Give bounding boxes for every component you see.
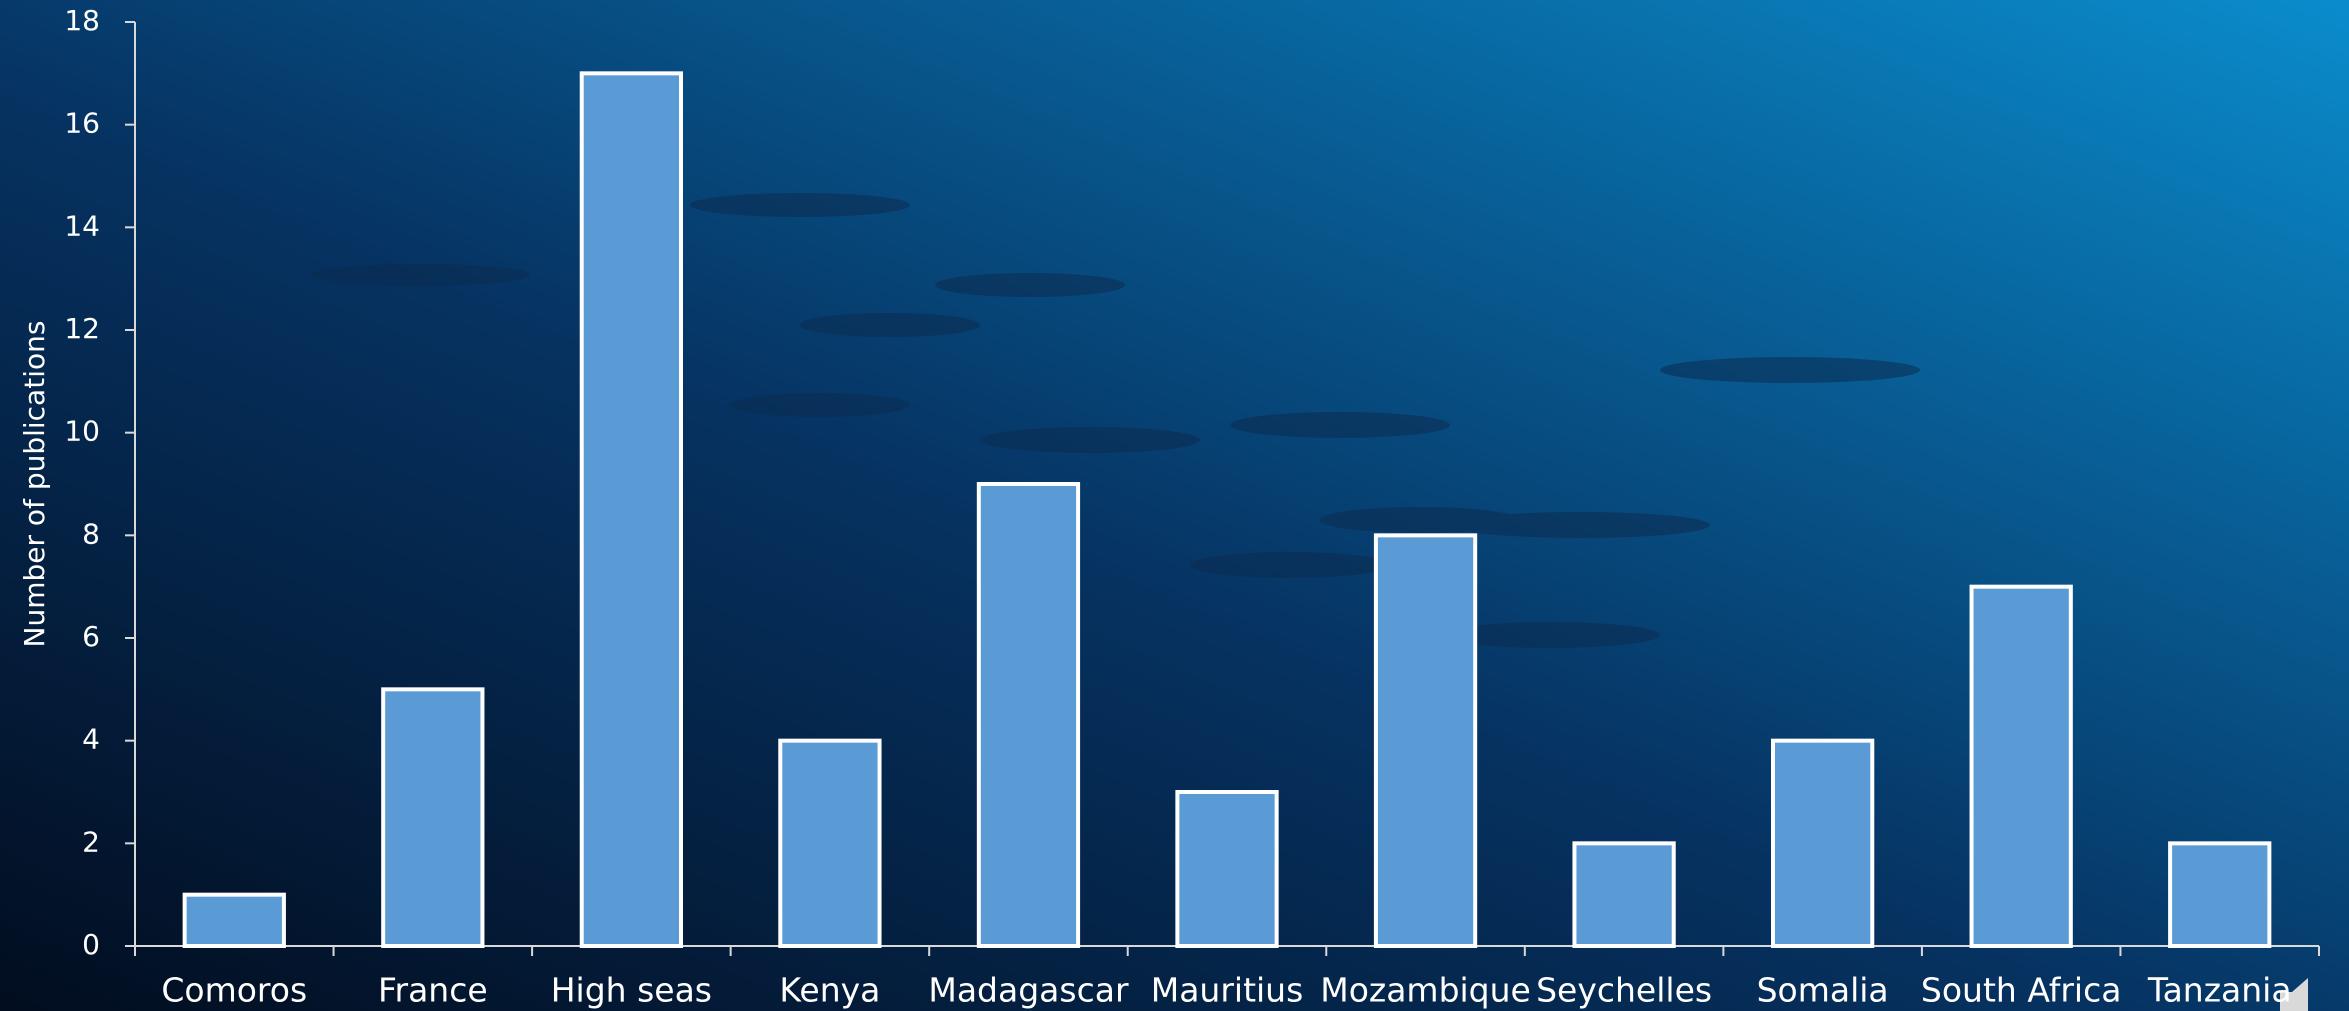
y-tick-label: 2 xyxy=(82,825,100,858)
bar xyxy=(579,71,684,949)
x-tick-label: South Africa xyxy=(1921,971,2122,1010)
bar xyxy=(1771,738,1875,949)
x-tick-label: France xyxy=(378,971,488,1010)
y-axis-label: Number of publications xyxy=(18,321,51,648)
bar xyxy=(976,482,1081,948)
y-tick-label: 10 xyxy=(64,415,100,448)
x-tick-label: Mozambique xyxy=(1320,971,1531,1010)
bar xyxy=(182,892,286,949)
x-tick-label: Somalia xyxy=(1757,971,1889,1010)
bar xyxy=(381,687,485,948)
y-tick-label: 8 xyxy=(82,517,100,550)
x-tick-label: Comoros xyxy=(161,971,307,1010)
bar xyxy=(1572,841,1676,948)
x-tick-label: Mauritius xyxy=(1151,971,1304,1010)
x-tick-label: High seas xyxy=(551,971,712,1010)
x-tick-label: Tanzania xyxy=(2147,971,2292,1010)
bar xyxy=(1969,584,2073,949)
x-tick-label: Kenya xyxy=(779,971,880,1010)
y-tick-label: 0 xyxy=(82,928,100,961)
x-tick-label: Madagascar xyxy=(928,971,1129,1010)
y-tick-label: 6 xyxy=(82,620,100,653)
y-tick-label: 16 xyxy=(64,107,100,140)
bar xyxy=(1175,790,1279,948)
speaker-icon xyxy=(2280,978,2308,1011)
bar xyxy=(1373,533,1478,948)
y-tick-label: 4 xyxy=(82,723,100,756)
y-tick-label: 12 xyxy=(64,312,100,345)
fish-decoration xyxy=(310,193,1920,648)
y-tick-label: 14 xyxy=(64,209,100,242)
bar xyxy=(2168,841,2272,948)
x-tick-label: Seychelles xyxy=(1536,971,1712,1010)
bar xyxy=(778,738,882,949)
y-tick-label: 18 xyxy=(64,4,100,37)
